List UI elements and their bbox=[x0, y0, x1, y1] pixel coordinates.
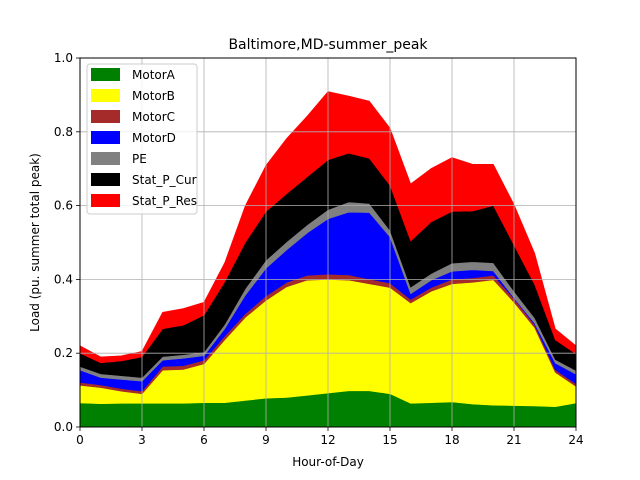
legend-swatch-motora bbox=[91, 68, 120, 81]
x-tick-label: 15 bbox=[382, 433, 397, 447]
legend-swatch-pe bbox=[91, 152, 120, 165]
x-tick-label: 9 bbox=[262, 433, 270, 447]
legend-label-stat-p-res: Stat_P_Res bbox=[132, 194, 197, 208]
x-tick-label: 24 bbox=[568, 433, 583, 447]
legend-label-motorb: MotorB bbox=[132, 89, 175, 103]
x-tick-label: 12 bbox=[320, 433, 335, 447]
legend-label-motord: MotorD bbox=[132, 131, 176, 145]
legend-swatch-motorc bbox=[91, 110, 120, 123]
x-axis-ticks: 0 3 6 9 12 15 18 21 24 bbox=[76, 427, 584, 447]
y-axis-ticks: 0.0 0.2 0.4 0.6 0.8 1.0 bbox=[54, 51, 80, 434]
y-tick-label: 0.0 bbox=[54, 420, 73, 434]
legend-label-motorc: MotorC bbox=[132, 110, 175, 124]
y-axis-label: Load (pu. summer total peak) bbox=[28, 153, 42, 332]
legend-swatch-motorb bbox=[91, 89, 120, 102]
y-tick-label: 1.0 bbox=[54, 51, 73, 65]
legend-swatch-stat-p-res bbox=[91, 194, 120, 207]
legend-label-motora: MotorA bbox=[132, 68, 176, 82]
legend-swatch-motord bbox=[91, 131, 120, 144]
chart-title: Baltimore,MD-summer_peak bbox=[228, 37, 428, 53]
y-tick-label: 0.4 bbox=[54, 272, 73, 286]
x-tick-label: 21 bbox=[506, 433, 521, 447]
legend-label-stat-p-cur: Stat_P_Cur bbox=[132, 173, 197, 187]
legend-label-pe: PE bbox=[132, 152, 147, 166]
x-tick-label: 18 bbox=[444, 433, 459, 447]
x-tick-label: 0 bbox=[76, 433, 84, 447]
legend: MotorA MotorB MotorC MotorD PE Stat_P_Cur Stat… bbox=[86, 63, 198, 215]
y-tick-label: 0.2 bbox=[54, 346, 73, 360]
y-tick-label: 0.6 bbox=[54, 199, 73, 213]
y-tick-label: 0.8 bbox=[54, 125, 73, 139]
x-axis-label: Hour-of-Day bbox=[292, 455, 364, 469]
legend-swatch-stat-p-cur bbox=[91, 173, 120, 186]
x-tick-label: 3 bbox=[138, 433, 146, 447]
x-tick-label: 6 bbox=[200, 433, 208, 447]
